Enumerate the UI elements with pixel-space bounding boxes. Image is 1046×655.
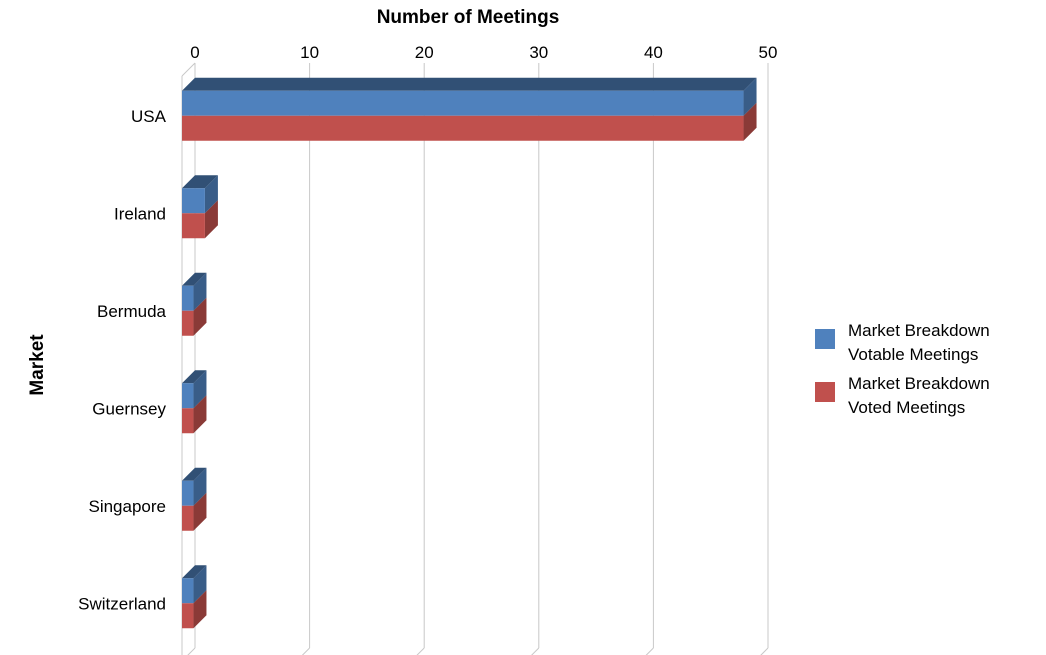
bar-side-face	[743, 77, 757, 116]
gridlines	[181, 62, 769, 655]
category-label: Guernsey	[92, 399, 166, 418]
bar	[182, 408, 194, 434]
x-tick-label: 30	[529, 43, 548, 62]
axis-wall-top	[181, 62, 196, 77]
legend-swatch	[815, 329, 835, 349]
bar-side-face	[204, 175, 218, 214]
bar-side-face	[193, 590, 207, 629]
bar	[182, 90, 744, 116]
bar-top-face	[182, 272, 207, 286]
category-label: Bermuda	[97, 302, 167, 321]
bar-top-face	[182, 175, 218, 189]
bar-side-face	[204, 200, 218, 239]
bar	[182, 505, 194, 531]
bar-side-face	[193, 272, 207, 311]
bar	[182, 383, 194, 409]
bars	[182, 77, 757, 629]
category-labels: USA Ireland Bermuda Guernsey Singapore Switze…	[78, 107, 167, 614]
bar-side-face	[193, 565, 207, 604]
bar-top-face	[182, 467, 207, 481]
bar	[182, 480, 194, 506]
bar-side-face	[193, 492, 207, 531]
bar	[182, 310, 194, 336]
gridline-depth	[416, 647, 425, 655]
x-tick-labels: 0 10 20 30 40 50	[190, 43, 777, 62]
category-label: USA	[131, 107, 167, 126]
bar-top-face	[182, 565, 207, 579]
bar-top-face	[182, 77, 757, 91]
legend: Market Breakdown Votable Meetings Market B…	[815, 321, 990, 417]
bar-top-face	[182, 370, 207, 384]
bar	[182, 115, 744, 141]
bar-side-face	[193, 395, 207, 434]
x-tick-label: 40	[644, 43, 663, 62]
category-label: Singapore	[88, 497, 166, 516]
x-tick-label: 10	[300, 43, 319, 62]
bar-side-face	[743, 102, 757, 141]
legend-label: Votable Meetings	[848, 345, 978, 364]
legend-label: Market Breakdown	[848, 321, 990, 340]
bar	[182, 578, 194, 604]
legend-label: Voted Meetings	[848, 398, 965, 417]
x-axis-title: Number of Meetings	[377, 7, 560, 28]
bar	[182, 285, 194, 311]
y-axis-title: Market	[27, 334, 48, 396]
category-label: Switzerland	[78, 594, 166, 613]
bar-side-face	[193, 370, 207, 409]
x-tick-label: 20	[415, 43, 434, 62]
gridline-depth	[301, 647, 310, 655]
bar	[182, 603, 194, 629]
gridline-depth	[645, 647, 654, 655]
legend-swatch	[815, 382, 835, 402]
legend-label: Market Breakdown	[848, 374, 990, 393]
x-tick-label: 50	[759, 43, 778, 62]
gridline-depth	[531, 647, 540, 655]
category-label: Ireland	[114, 204, 166, 223]
gridline-depth	[187, 647, 196, 655]
bar	[182, 213, 205, 239]
x-tick-label: 0	[190, 43, 199, 62]
bar-side-face	[193, 467, 207, 506]
bar-side-face	[193, 297, 207, 336]
bar	[182, 188, 205, 214]
gridline-depth	[760, 647, 769, 655]
